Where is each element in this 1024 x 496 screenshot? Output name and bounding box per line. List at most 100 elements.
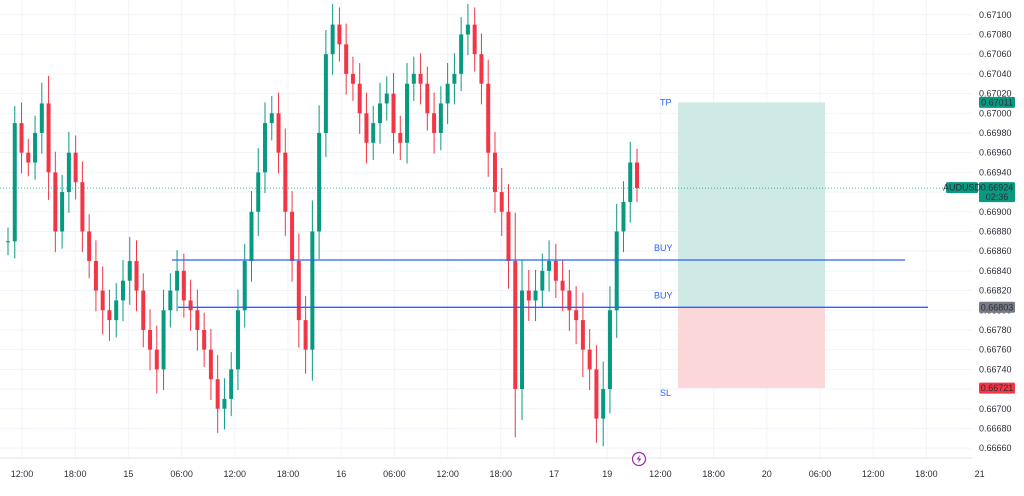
y-tick-label: 0.67100 — [979, 10, 1012, 20]
candle-body — [344, 44, 349, 74]
candle-body — [141, 290, 146, 330]
x-tick-label: 20 — [762, 469, 772, 479]
x-tick-label: 12:00 — [11, 469, 34, 479]
candle-body — [202, 329, 207, 350]
candle-body — [19, 123, 24, 153]
candle-body — [87, 231, 92, 262]
candle-body — [547, 261, 552, 271]
candle-body — [411, 73, 416, 84]
candle-body — [188, 300, 193, 311]
candle-body — [479, 54, 484, 84]
price-tag-label: 0.66721 — [981, 383, 1014, 393]
candle-body — [215, 379, 220, 409]
candle-body — [317, 132, 322, 232]
price-tag — [979, 382, 1015, 394]
candle-body — [235, 310, 240, 370]
candle-body — [465, 24, 470, 35]
countdown-label: 02:36 — [986, 192, 1009, 202]
candle-body — [445, 83, 450, 104]
y-tick-label: 0.66660 — [979, 443, 1012, 453]
candle-body — [364, 113, 369, 143]
y-tick-label: 0.67020 — [979, 89, 1012, 99]
y-tick-label: 0.66820 — [979, 286, 1012, 296]
y-tick-label: 0.66980 — [979, 128, 1012, 138]
candle-body — [208, 349, 213, 380]
candle-body — [73, 152, 78, 183]
y-tick-label: 0.67040 — [979, 69, 1012, 79]
position-zones[interactable] — [678, 102, 825, 389]
candle-body — [46, 103, 51, 173]
x-tick-label: 12:00 — [224, 469, 247, 479]
x-tick-label: 12:00 — [649, 469, 672, 479]
x-tick-label: 16 — [336, 469, 346, 479]
time-axis-bg — [0, 458, 1024, 496]
stop-loss-zone[interactable] — [678, 307, 825, 389]
candle-body — [472, 24, 477, 55]
candle-body — [33, 132, 38, 163]
y-tick-label: 0.66840 — [979, 266, 1012, 276]
candle-body — [492, 152, 497, 193]
candle-body — [249, 211, 254, 262]
candles — [6, 3, 639, 447]
candle-body — [168, 290, 173, 311]
candle-body — [405, 83, 410, 143]
take-profit-zone[interactable] — [678, 102, 825, 308]
position-labels: BUY BUY TP SL — [654, 97, 673, 398]
candle-body — [533, 290, 538, 301]
y-tick-label: 0.66760 — [979, 345, 1012, 355]
y-tick-label: 0.66880 — [979, 226, 1012, 236]
x-tick-label: 06:00 — [809, 469, 832, 479]
time-axis[interactable]: 12:00 18:00 15 06:00 12:00 18:00 16 06:00 12:00 1… — [11, 469, 985, 479]
candle-body — [594, 369, 599, 419]
y-tick-label: 0.66940 — [979, 167, 1012, 177]
buy-label: BUY — [654, 290, 673, 300]
y-tick-label: 0.66900 — [979, 207, 1012, 217]
candle-body — [120, 280, 125, 301]
price-axis-bg — [972, 0, 1024, 496]
candle-body — [195, 310, 200, 330]
candle-body — [12, 123, 17, 242]
candle-body — [53, 172, 58, 232]
candle-body — [242, 261, 247, 311]
candle-body — [134, 261, 139, 291]
candle-body — [269, 113, 274, 124]
candle-body — [621, 201, 626, 232]
grid — [0, 0, 981, 458]
x-tick-label: 12:00 — [436, 469, 459, 479]
x-tick-label: 18:00 — [490, 469, 513, 479]
candle-body — [425, 83, 430, 114]
candle-body — [486, 83, 491, 153]
candle-body — [330, 24, 335, 55]
candle-body — [580, 320, 585, 350]
candle-body — [323, 54, 328, 133]
x-tick-label: 21 — [975, 469, 985, 479]
y-tick-label: 0.67000 — [979, 108, 1012, 118]
candle-body — [39, 103, 44, 133]
y-tick-label: 0.66680 — [979, 423, 1012, 433]
x-tick-label: 17 — [549, 469, 559, 479]
candle-body — [418, 73, 423, 84]
candle-body — [66, 152, 71, 193]
candle-body — [520, 290, 525, 390]
candle-body — [256, 172, 261, 212]
candle-body — [296, 261, 301, 321]
candle-body — [222, 398, 227, 409]
x-tick-label: 19 — [602, 469, 612, 479]
x-tick-label: 18:00 — [702, 469, 725, 479]
y-tick-label: 0.66700 — [979, 404, 1012, 414]
lightning-bolt-icon[interactable] — [631, 451, 647, 467]
candle-body — [154, 349, 159, 370]
candle-body — [161, 310, 166, 370]
candle-body — [587, 349, 592, 370]
price-tag — [979, 182, 1015, 203]
horizontal-lines[interactable] — [172, 259, 928, 308]
candle-body — [310, 231, 315, 350]
candle-body — [181, 270, 186, 301]
candle-body — [371, 123, 376, 143]
symbol-tag — [946, 182, 978, 194]
x-tick-label: 18:00 — [64, 469, 87, 479]
candle-body — [276, 113, 281, 153]
y-tick-label: 0.67080 — [979, 29, 1012, 39]
candle-body — [357, 83, 362, 114]
